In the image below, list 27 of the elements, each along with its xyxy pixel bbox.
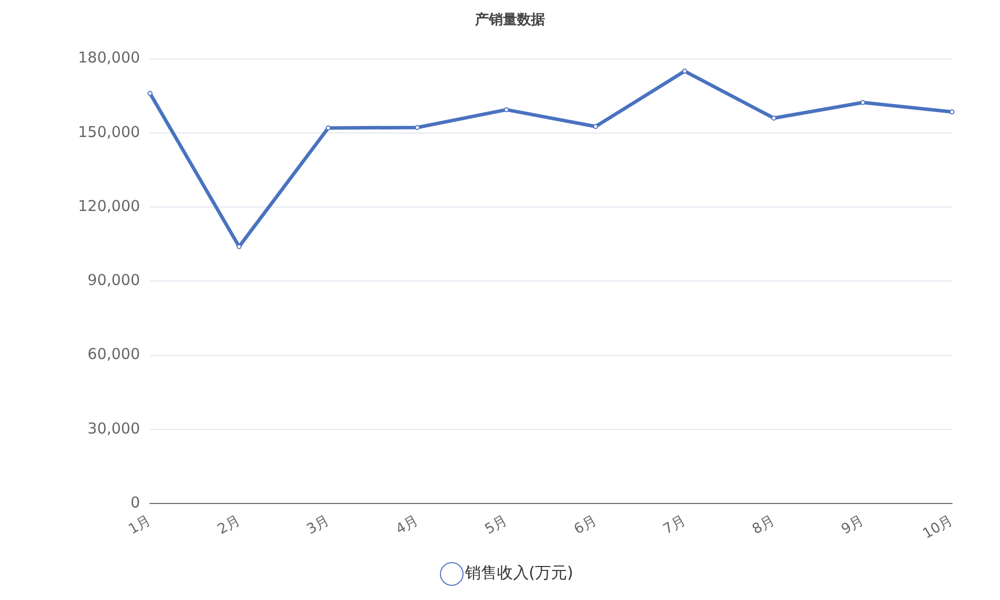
point — [771, 116, 776, 121]
x-tick-label: 9月 — [838, 512, 867, 538]
point — [148, 90, 153, 96]
x-tick-label: 3月 — [304, 512, 332, 538]
legend-label: 销售收入(万元) — [464, 563, 574, 582]
point — [860, 100, 866, 106]
y-tick-label: 60,000 — [88, 345, 140, 364]
y-tick-label: 120,000 — [78, 196, 140, 215]
x-tick-label: 2月 — [215, 512, 243, 538]
point — [950, 109, 954, 114]
x-tick-label: 7月 — [660, 512, 688, 538]
point — [593, 124, 598, 129]
point — [326, 125, 331, 130]
point — [682, 68, 688, 74]
point — [504, 107, 509, 112]
x-tick-label: 4月 — [393, 512, 422, 538]
y-tick-label: 30,000 — [88, 419, 140, 438]
x-tick-label: 1月 — [126, 512, 154, 538]
x-tick-label: 8月 — [750, 512, 778, 538]
y-tick-label: 90,000 — [88, 271, 140, 290]
y-tick-label: 180,000 — [78, 48, 140, 67]
y-tick-label: 0 — [130, 493, 140, 512]
y-tick-label: 150,000 — [78, 122, 140, 141]
x-tick-label: 6月 — [572, 512, 600, 538]
x-tick-label: 5月 — [482, 512, 510, 538]
x-tick-label: 10月 — [920, 512, 956, 542]
chart-title: 产销量数据 — [474, 11, 545, 28]
